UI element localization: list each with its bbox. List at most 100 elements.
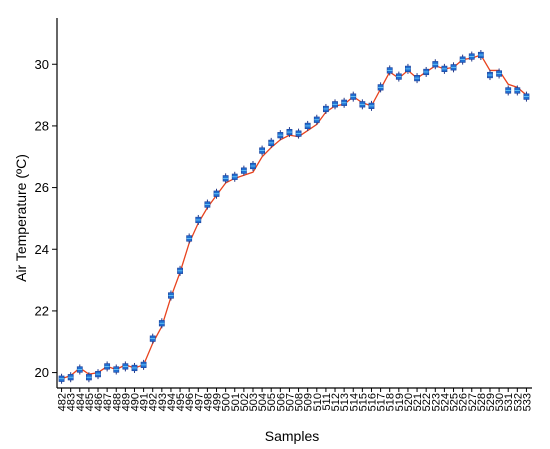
x-tick-label: 531 [503,393,515,411]
box-marker [131,362,138,373]
series-line [61,54,527,380]
x-tick-label: 502 [239,393,251,411]
x-tick-label: 519 [394,393,406,411]
box-marker [95,369,101,380]
box-marker [304,120,311,131]
box-marker [286,127,293,138]
x-tick-label: 517 [376,393,388,411]
x-tick-label: 493 [157,393,169,411]
box-marker [231,171,238,182]
x-tick-label: 483 [66,393,78,411]
x-tick-label: 490 [129,393,141,411]
box-marker [86,372,92,383]
box-marker [350,91,357,102]
x-tick-label: 494 [166,393,178,411]
x-tick-label: 485 [84,393,96,411]
x-tick-label: 507 [284,393,296,411]
x-tick-label: 526 [458,393,470,411]
x-tick-label: 528 [476,393,488,411]
y-tick-label: 26 [35,180,49,195]
box-marker [204,199,211,210]
y-tick-label: 22 [35,303,49,318]
box-marker [332,99,338,110]
x-tick-label: 514 [348,393,360,411]
x-tick-label: 527 [467,393,479,411]
box-marker [222,173,229,184]
box-marker [468,51,475,62]
box-marker [186,233,193,244]
x-tick-label: 492 [148,393,160,411]
box-marker [405,63,411,74]
box-marker [158,318,165,329]
x-tick-label: 504 [257,393,269,411]
box-marker [140,359,147,370]
axes [56,18,532,389]
x-tick-label: 520 [403,393,415,411]
x-tick-label: 518 [385,393,397,411]
x-tick-label: 498 [202,393,214,411]
box-marker [240,165,247,176]
x-axis-label: Samples [265,428,319,444]
x-tick-label: 510 [312,393,324,411]
x-tick-label: 525 [449,393,461,411]
box-marker [496,68,502,79]
box-marker [368,100,375,111]
box-marker [76,364,83,375]
box-marker [104,361,111,372]
box-marker [58,373,65,384]
x-tick-label: 529 [485,393,497,411]
temperature-line [61,54,527,380]
box-marker [122,361,129,372]
x-tick-label: 489 [120,393,132,411]
x-tick-label: 491 [139,393,151,411]
box-marker [514,85,521,96]
box-marker [277,130,284,141]
x-tick-label: 533 [521,393,533,411]
box-marker [423,66,430,77]
x-tick-label: 515 [357,393,369,411]
box-marker [414,73,420,84]
x-tick-label: 487 [102,393,114,411]
x-tick-label: 511 [321,393,333,411]
box-marker [459,54,466,65]
x-tick-label: 497 [193,393,205,411]
box-marker [432,59,439,70]
x-tick-label: 501 [230,393,242,411]
x-tick-label: 521 [412,393,424,411]
x-tick-label: 488 [111,393,123,411]
box-marker [395,71,402,82]
x-tick-label: 513 [339,393,351,411]
x-tick-label: 523 [430,393,442,411]
x-tick-label: 530 [494,393,506,411]
box-marker [213,188,220,199]
box-marker [523,91,530,102]
x-tick-label: 499 [212,393,224,411]
box-marker [341,97,348,108]
x-tick-label: 500 [221,393,233,411]
y-tick-label: 24 [35,242,49,257]
box-marker [250,161,256,171]
box-marker [295,128,302,139]
box-marker [313,114,320,125]
box-marker [149,333,156,344]
x-tick-label: 512 [330,393,342,411]
box-marker [505,85,512,96]
box-marker [441,63,448,74]
x-tick-label: 522 [421,393,433,411]
y-tick-label: 28 [35,118,49,133]
y-tick-label: 30 [35,57,49,72]
x-tick-label: 495 [175,393,187,411]
box-marker [259,145,265,156]
x-tick-label: 486 [93,393,105,411]
box-marker [268,137,275,148]
x-tick-label: 505 [266,393,278,411]
x-tick-label: 516 [366,393,378,411]
box-marker [195,214,202,225]
x-tick-label: 482 [57,393,69,411]
x-tick-label: 484 [75,393,87,411]
x-tick-label: 532 [512,393,524,411]
box-marker [168,290,174,301]
x-ticks: 4824834844854864874884894904914924934944… [57,388,533,411]
series-boxes [58,50,530,384]
